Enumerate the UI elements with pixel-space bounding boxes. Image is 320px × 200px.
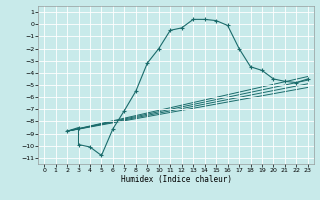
X-axis label: Humidex (Indice chaleur): Humidex (Indice chaleur) — [121, 175, 231, 184]
